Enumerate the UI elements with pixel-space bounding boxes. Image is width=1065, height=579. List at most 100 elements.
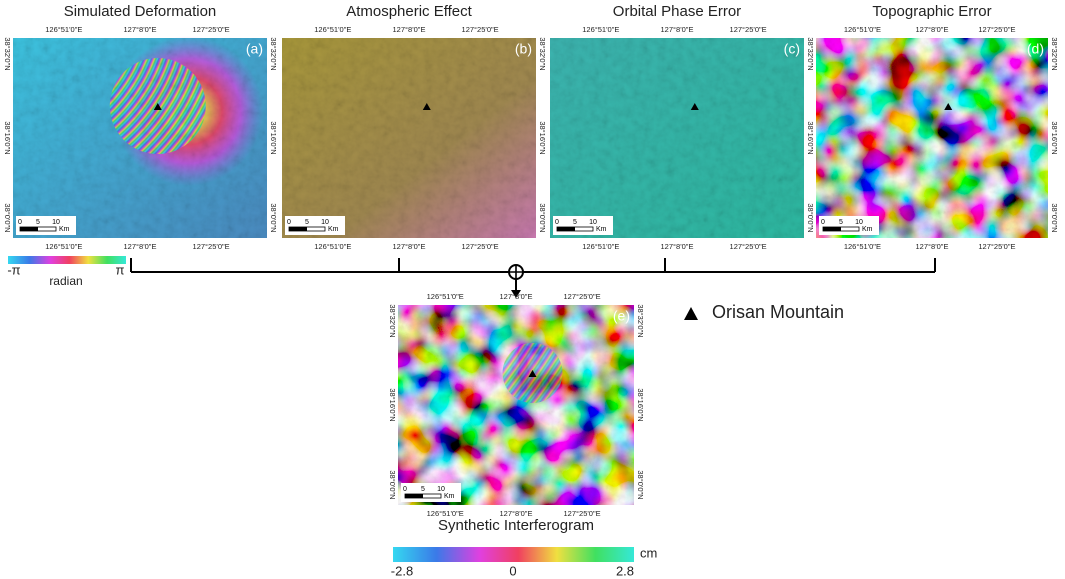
longitude-label: 127°25'0"E: [730, 25, 767, 34]
scale-tick: 5: [36, 219, 40, 226]
latitude-label: 38°0'0"N: [3, 203, 12, 232]
terrain-relief: [550, 38, 804, 238]
longitude-label: 127°8'0"E: [916, 242, 949, 251]
latitude-label: 38°32'0"N: [3, 37, 12, 70]
longitude-label: 126°51'0"E: [45, 25, 82, 34]
panel-tag: (b): [515, 41, 532, 57]
latitude-label: 38°32'0"N: [1050, 37, 1059, 70]
panel-tag: (d): [1027, 41, 1044, 57]
longitude-label: 126°51'0"E: [582, 25, 619, 34]
scale-tick: 0: [287, 219, 291, 226]
scale-bar: [405, 494, 423, 498]
scale-tick: 10: [855, 219, 863, 226]
scale-bar: [823, 227, 841, 231]
scale-tick: 0: [821, 219, 825, 226]
longitude-label: 127°25'0"E: [564, 509, 601, 518]
latitude-label: 38°0'0"N: [538, 203, 547, 232]
arrow-head: [511, 290, 521, 298]
longitude-label: 127°8'0"E: [661, 242, 694, 251]
scale-unit: Km: [59, 226, 70, 233]
scale-tick: 0: [18, 219, 22, 226]
longitude-label: 127°8'0"E: [124, 242, 157, 251]
displacement-colorbar: [393, 547, 634, 562]
longitude-label: 127°8'0"E: [500, 292, 533, 301]
scale-unit: Km: [444, 493, 455, 500]
latitude-label: 38°16'0"N: [538, 121, 547, 154]
latitude-label: 38°16'0"N: [388, 388, 397, 421]
longitude-label: 127°8'0"E: [124, 25, 157, 34]
panel-title: Orbital Phase Error: [613, 3, 741, 20]
scale-tick: 0: [403, 486, 407, 493]
scale-tick: 5: [839, 219, 843, 226]
latitude-label: 38°32'0"N: [636, 304, 645, 337]
legend-marker: [684, 307, 698, 320]
colorbar-max: π: [116, 262, 125, 277]
latitude-label: 38°32'0"N: [269, 37, 278, 70]
panel-tag: (a): [246, 41, 263, 57]
longitude-label: 127°25'0"E: [978, 242, 1015, 251]
longitude-label: 127°8'0"E: [393, 25, 426, 34]
mountain-marker: [944, 103, 953, 110]
scale-tick: 10: [437, 486, 445, 493]
longitude-label: 126°51'0"E: [427, 509, 464, 518]
colorbar-tick: -2.8: [391, 563, 413, 578]
longitude-label: 127°25'0"E: [462, 25, 499, 34]
terrain-relief: [282, 38, 536, 238]
sum-symbol: [509, 265, 523, 279]
scale-tick: 5: [421, 486, 425, 493]
longitude-label: 126°51'0"E: [844, 242, 881, 251]
panel-title: Atmospheric Effect: [346, 3, 472, 20]
longitude-label: 126°51'0"E: [844, 25, 881, 34]
latitude-label: 38°16'0"N: [3, 121, 12, 154]
latitude-label: 38°0'0"N: [1050, 203, 1059, 232]
longitude-label: 126°51'0"E: [582, 242, 619, 251]
latitude-label: 38°16'0"N: [636, 388, 645, 421]
longitude-label: 127°8'0"E: [500, 509, 533, 518]
legend-label: Orisan Mountain: [712, 302, 844, 322]
latitude-label: 38°16'0"N: [1050, 121, 1059, 154]
longitude-label: 127°8'0"E: [393, 242, 426, 251]
scale-unit: Km: [328, 226, 339, 233]
scale-tick: 10: [589, 219, 597, 226]
colorbar-tick: 2.8: [616, 563, 634, 578]
longitude-label: 126°51'0"E: [314, 25, 351, 34]
longitude-label: 126°51'0"E: [427, 292, 464, 301]
scale-bar: [20, 227, 38, 231]
mountain-marker: [153, 103, 162, 110]
latitude-label: 38°0'0"N: [269, 203, 278, 232]
latitude-label: 38°16'0"N: [269, 121, 278, 154]
scale-tick: 10: [52, 219, 60, 226]
scale-tick: 0: [555, 219, 559, 226]
scale-bar: [557, 227, 575, 231]
phase-colorbar: [8, 256, 126, 264]
scale-unit: Km: [862, 226, 873, 233]
panel-tag: (c): [784, 41, 800, 57]
scale-tick: 5: [573, 219, 577, 226]
scale-bar: [289, 227, 307, 231]
latitude-label: 38°32'0"N: [538, 37, 547, 70]
longitude-label: 127°8'0"E: [916, 25, 949, 34]
mountain-marker: [528, 370, 537, 377]
panel-tag: (e): [613, 308, 630, 324]
longitude-label: 127°25'0"E: [462, 242, 499, 251]
longitude-label: 126°51'0"E: [314, 242, 351, 251]
longitude-label: 127°25'0"E: [193, 25, 230, 34]
latitude-label: 38°0'0"N: [636, 470, 645, 499]
latitude-label: 38°0'0"N: [806, 203, 815, 232]
longitude-label: 127°25'0"E: [730, 242, 767, 251]
longitude-label: 127°25'0"E: [978, 25, 1015, 34]
scale-tick: 5: [305, 219, 309, 226]
panel-title: Topographic Error: [872, 3, 991, 20]
scale-unit: Km: [596, 226, 607, 233]
latitude-label: 38°0'0"N: [388, 470, 397, 499]
colorbar-min: -π: [7, 262, 20, 277]
longitude-label: 127°8'0"E: [661, 25, 694, 34]
terrain-relief: [816, 38, 1048, 238]
terrain-relief: [398, 305, 634, 505]
colorbar-tick: 0: [509, 563, 516, 578]
colorbar-label: radian: [49, 274, 82, 288]
colorbar-unit: cm: [640, 545, 657, 560]
longitude-label: 127°25'0"E: [564, 292, 601, 301]
mountain-marker: [422, 103, 431, 110]
